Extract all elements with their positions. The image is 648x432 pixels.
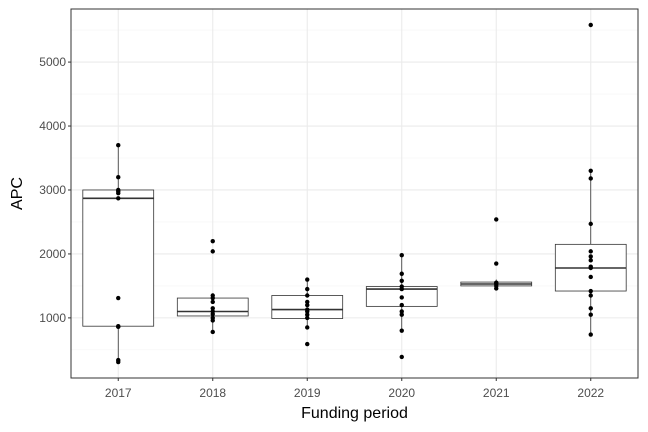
data-point [588, 293, 593, 298]
x-axis-title: Funding period [301, 405, 408, 422]
data-point [588, 249, 593, 254]
x-tick-label: 2017 [105, 386, 132, 400]
data-point [494, 261, 499, 266]
data-point [210, 295, 215, 301]
data-point [116, 359, 121, 365]
data-point [305, 302, 310, 308]
data-point [305, 277, 310, 282]
data-point [588, 168, 593, 173]
data-point [116, 143, 121, 148]
data-point [588, 221, 593, 227]
data-point [494, 286, 499, 291]
data-points [116, 22, 593, 365]
data-point [305, 293, 310, 298]
data-point [588, 22, 593, 28]
y-tick-label: 1000 [39, 311, 66, 325]
x-tick-label: 2022 [577, 386, 604, 400]
data-point [399, 295, 404, 300]
data-point [305, 299, 310, 305]
x-axis: 2017 2018 2019 2020 2021 2022 [105, 378, 604, 400]
data-point [399, 328, 404, 333]
data-point [588, 258, 593, 263]
data-point [494, 217, 499, 222]
plot-panel-background [71, 9, 638, 378]
data-point [399, 302, 404, 308]
box-2017 [82, 189, 155, 327]
data-point [210, 299, 215, 305]
y-axis: 1000 2000 3000 4000 5000 [39, 55, 71, 325]
data-point [588, 288, 593, 294]
x-tick-label: 2018 [199, 386, 226, 400]
y-tick-label: 5000 [39, 55, 66, 69]
data-point [399, 354, 404, 360]
data-point [588, 306, 593, 311]
data-point [305, 315, 310, 321]
data-point [588, 265, 593, 271]
x-tick-label: 2019 [294, 386, 321, 400]
x-tick-label: 2021 [483, 386, 510, 400]
data-point [399, 286, 404, 292]
data-point [210, 238, 215, 244]
data-point [399, 312, 404, 317]
data-point [399, 309, 404, 314]
data-point [305, 325, 310, 330]
data-point [116, 295, 121, 301]
data-point [305, 341, 310, 347]
data-point [588, 332, 593, 337]
data-point [116, 196, 121, 201]
data-point [305, 309, 310, 314]
plot-panel-border [70, 8, 639, 379]
data-point [588, 176, 593, 181]
data-point [210, 306, 215, 311]
data-point [116, 324, 121, 330]
data-point [588, 254, 593, 259]
y-tick-label: 4000 [39, 119, 66, 133]
data-point [210, 311, 215, 317]
data-point [116, 174, 121, 180]
data-point [210, 318, 215, 323]
data-point [399, 253, 404, 258]
data-point [399, 278, 404, 283]
data-point [116, 190, 121, 196]
data-point [399, 271, 404, 276]
data-point [305, 312, 310, 317]
y-axis-title: APC [9, 177, 26, 210]
x-tick-label: 2020 [388, 386, 415, 400]
data-point [588, 274, 593, 280]
y-tick-label: 2000 [39, 247, 66, 261]
data-point [210, 329, 215, 335]
data-point [588, 312, 593, 317]
y-tick-label: 3000 [39, 183, 66, 197]
data-point [305, 286, 310, 292]
data-point [210, 249, 215, 254]
